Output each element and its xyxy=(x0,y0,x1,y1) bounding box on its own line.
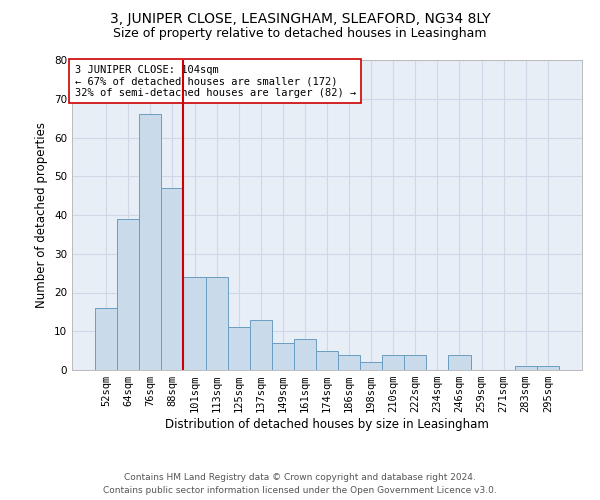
Bar xyxy=(206,277,227,370)
Bar xyxy=(515,366,537,370)
Bar xyxy=(139,114,161,370)
Bar xyxy=(316,350,338,370)
Bar xyxy=(227,328,250,370)
Text: Size of property relative to detached houses in Leasingham: Size of property relative to detached ho… xyxy=(113,28,487,40)
Y-axis label: Number of detached properties: Number of detached properties xyxy=(35,122,49,308)
Bar xyxy=(338,354,360,370)
Bar xyxy=(161,188,184,370)
Bar xyxy=(360,362,382,370)
Bar xyxy=(448,354,470,370)
Bar xyxy=(404,354,427,370)
Bar xyxy=(537,366,559,370)
X-axis label: Distribution of detached houses by size in Leasingham: Distribution of detached houses by size … xyxy=(165,418,489,431)
Text: 3 JUNIPER CLOSE: 104sqm
← 67% of detached houses are smaller (172)
32% of semi-d: 3 JUNIPER CLOSE: 104sqm ← 67% of detache… xyxy=(74,64,356,98)
Bar xyxy=(117,219,139,370)
Bar xyxy=(250,320,272,370)
Text: Contains HM Land Registry data © Crown copyright and database right 2024.
Contai: Contains HM Land Registry data © Crown c… xyxy=(103,474,497,495)
Bar xyxy=(294,339,316,370)
Bar xyxy=(272,343,294,370)
Bar xyxy=(184,277,206,370)
Bar xyxy=(382,354,404,370)
Text: 3, JUNIPER CLOSE, LEASINGHAM, SLEAFORD, NG34 8LY: 3, JUNIPER CLOSE, LEASINGHAM, SLEAFORD, … xyxy=(110,12,490,26)
Bar xyxy=(95,308,117,370)
